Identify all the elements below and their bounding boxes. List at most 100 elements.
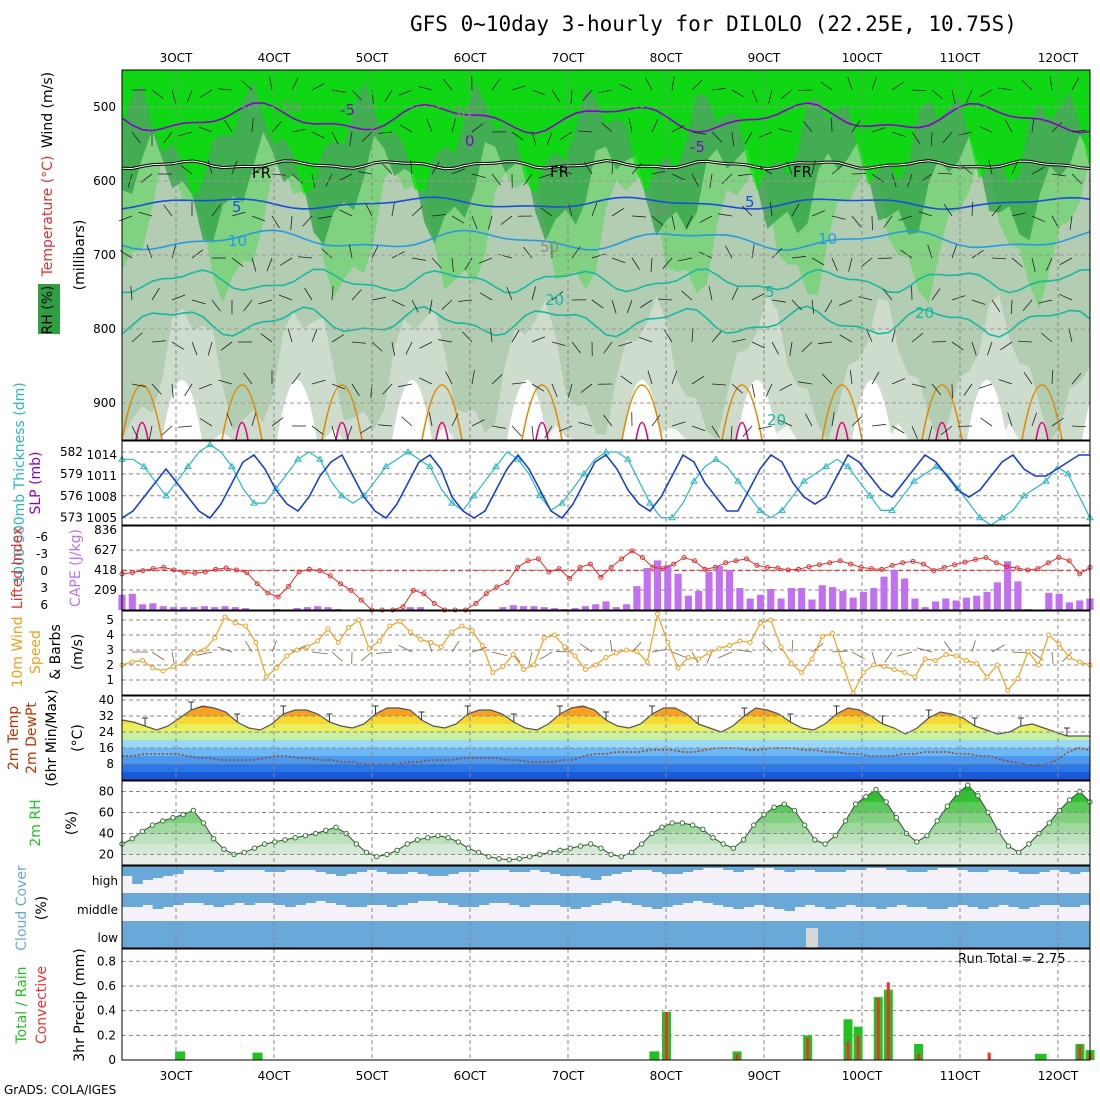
cloud-middle-cell <box>223 893 235 905</box>
rh-marker <box>221 846 227 852</box>
wind-speed-marker <box>902 670 908 675</box>
cloud-middle-cell <box>549 893 561 905</box>
wind-barb <box>866 328 873 343</box>
cloud-high-cell <box>1028 866 1040 874</box>
wind-barb <box>891 328 896 343</box>
wind-barb <box>359 425 373 434</box>
contour-label-12: 20 <box>915 304 934 322</box>
cloud-high-cell <box>896 866 908 870</box>
li-marker <box>1045 560 1051 566</box>
cloud-high-cell <box>122 866 133 876</box>
wind-barb <box>419 341 433 349</box>
wind-barb <box>331 131 339 145</box>
temp-contour-10 <box>121 229 1091 252</box>
wind-barb <box>891 131 906 137</box>
wind-barb <box>731 338 746 343</box>
wind-speed-marker <box>716 646 722 651</box>
temp-contour-freezing-inner <box>121 160 1091 170</box>
wind-barb <box>1051 121 1063 133</box>
wind-barb <box>268 76 273 91</box>
cloud-high-cell <box>335 866 347 876</box>
wind-barb <box>685 215 693 229</box>
cloud-low-cell <box>784 921 796 943</box>
cloud-low-cell <box>590 921 602 943</box>
rh-band-1 <box>122 844 1090 855</box>
wind-barb <box>399 124 413 133</box>
wind-barb <box>751 293 765 301</box>
wind-speed-marker <box>984 674 990 680</box>
rh2m-tick-0: 20 <box>99 848 114 862</box>
wind-barb <box>279 257 293 266</box>
wind-barb <box>898 215 913 221</box>
li-marker <box>317 568 323 574</box>
wind-speed-marker <box>737 638 743 644</box>
cloud-high-cell <box>692 866 704 870</box>
wind-barb <box>290 215 293 230</box>
cloud-middle-cell <box>458 893 469 907</box>
wind-barb-10m <box>943 641 953 653</box>
wind-barb <box>918 211 933 217</box>
wind-barb <box>531 336 546 343</box>
wind-barb <box>471 123 484 133</box>
cloud-high-cell <box>611 866 622 874</box>
rh-marker <box>211 836 217 842</box>
contour-label-10: 5 <box>765 283 775 301</box>
cloud-middle-cell <box>702 893 714 903</box>
wind-barb <box>651 414 661 427</box>
wind-barb <box>511 382 526 385</box>
wind-barb <box>891 81 904 91</box>
cloud-middle-cell <box>285 893 296 907</box>
cloud-low-cell <box>386 921 398 943</box>
cape-bar <box>581 606 589 610</box>
cape-bar <box>633 586 641 610</box>
rh-marker <box>598 845 604 851</box>
cloud-high-cell <box>753 866 765 868</box>
wind-barb-10m <box>331 651 343 662</box>
temp-tick-0: 8 <box>106 757 114 771</box>
cape-tick-0: 209 <box>94 583 117 597</box>
cape-bar <box>643 568 651 610</box>
wind-speed-marker <box>582 667 588 672</box>
cloud-low-cell <box>947 921 959 943</box>
wind-barb <box>311 131 325 139</box>
cloud-high-cell <box>743 866 755 870</box>
precip-legend-total: Total / Rain <box>14 966 30 1044</box>
cloud-low-cell <box>315 921 327 943</box>
wind-barb <box>871 423 886 427</box>
cloud-middle-cell <box>560 893 571 907</box>
wind-barb <box>531 89 546 96</box>
cloud-low-cell <box>458 921 469 943</box>
wind-barb <box>951 244 957 259</box>
wind-barb <box>789 341 793 356</box>
li-tick-4: 6 <box>40 598 48 612</box>
cloud-high-cell <box>702 866 714 868</box>
temp-ylabel-c: (6hr Min/Max) <box>44 689 60 786</box>
thickness-marker <box>294 455 302 462</box>
cloud-low-cell <box>896 921 908 943</box>
cloud-low-cell <box>886 921 897 943</box>
cloud-middle-cell <box>967 893 979 907</box>
wind-barb <box>438 339 453 343</box>
temp-band-9 <box>122 706 1090 708</box>
cloud-middle-cell <box>1049 893 1060 905</box>
cape-bar <box>818 585 826 610</box>
wind-barb-10m <box>1051 651 1054 665</box>
wind-barb <box>742 425 753 437</box>
li-marker <box>639 555 645 560</box>
wind-speed-marker <box>407 629 413 635</box>
cloud-low-cell <box>295 921 306 943</box>
wind-barb <box>891 425 905 434</box>
wind-speed-marker <box>1036 662 1042 668</box>
wind-barb-10m <box>245 640 253 653</box>
thickness-marker <box>624 455 632 462</box>
rh-marker <box>669 820 675 826</box>
top-day-tick-0: 3OCT <box>160 51 193 65</box>
li-marker <box>525 558 531 564</box>
cloud-middle-cell <box>998 893 1009 905</box>
cloud-middle-cell <box>1079 893 1091 905</box>
wind-barb <box>871 76 877 91</box>
wind-speed-marker <box>273 665 279 671</box>
wind-speed-marker <box>397 619 403 624</box>
wind-barb <box>464 257 473 271</box>
li-marker <box>941 564 947 570</box>
